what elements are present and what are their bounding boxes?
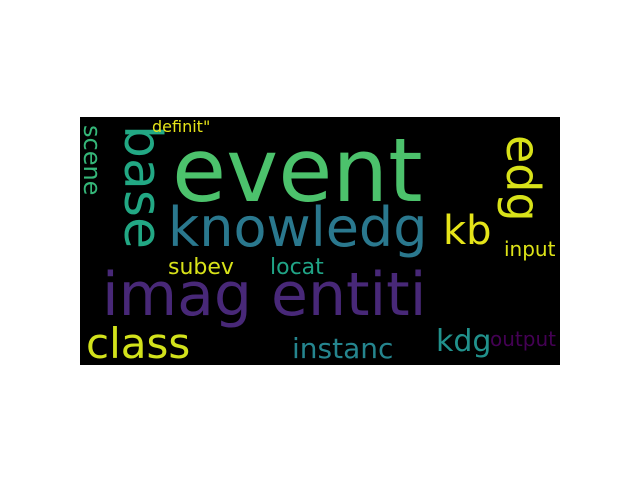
word-subev: subev (168, 255, 234, 280)
word-kb: kb (443, 208, 492, 254)
word-output: output (490, 327, 556, 351)
word-scene: scene (80, 125, 106, 196)
word-definit: definit" (152, 117, 211, 136)
word-locat: locat (270, 255, 324, 280)
word-imag-entiti: imag entiti (102, 260, 427, 330)
word-edg: edg (496, 135, 550, 222)
word-class: class (86, 319, 191, 365)
word-input: input (504, 237, 556, 261)
word-cloud: event imag entiti knowledg base edg clas… (80, 117, 560, 365)
word-event: event (172, 119, 423, 222)
word-base: base (112, 125, 172, 249)
word-instanc: instanc (292, 332, 394, 365)
word-kdg: kdg (436, 324, 492, 359)
word-knowledg: knowledg (168, 196, 428, 259)
